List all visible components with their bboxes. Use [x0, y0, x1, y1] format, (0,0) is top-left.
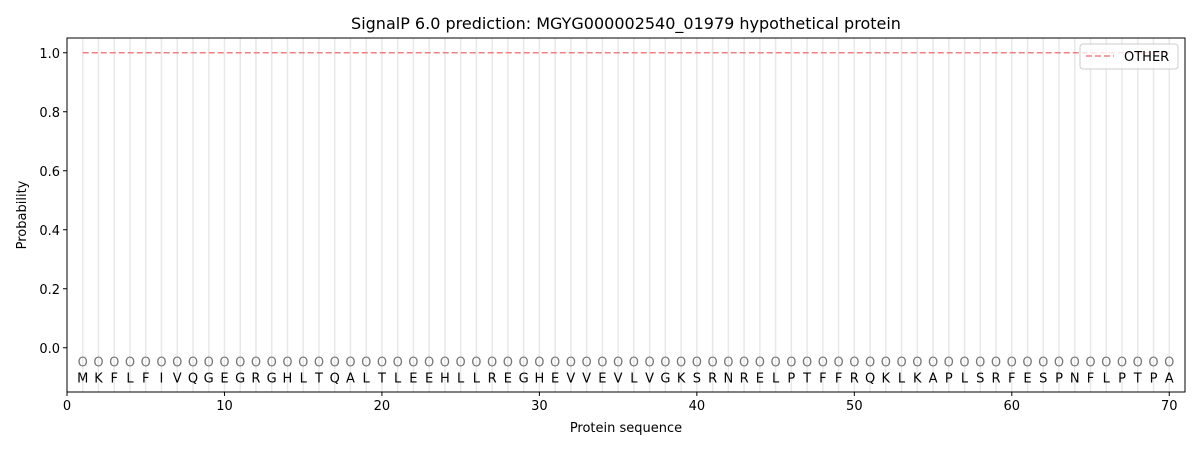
y-tick-label: 1.0: [39, 47, 60, 62]
x-tick-label: 10: [216, 399, 233, 414]
y-tick-label: 0.8: [39, 106, 60, 121]
x-tick-label: 30: [531, 399, 548, 414]
x-tick-label: 40: [689, 399, 706, 414]
residue-sequence: MKFLFIVQGEGRGHLTQALTLEEHLLREGHEVVEVLVGKS…: [77, 371, 1174, 386]
y-tick-label: 0.0: [39, 342, 60, 357]
x-tick-label: 50: [846, 399, 863, 414]
y-tick-label: 0.6: [39, 165, 60, 180]
y-axis-label: Probability: [15, 180, 30, 249]
y-tick-label: 0.4: [39, 224, 60, 239]
predicted-labels: OOOOOOOOOOOOOOOOOOOOOOOOOOOOOOOOOOOOOOOO…: [78, 356, 1175, 371]
chart-title: SignalP 6.0 prediction: MGYG000002540_01…: [351, 14, 901, 34]
x-axis-label: Protein sequence: [570, 421, 682, 436]
legend-box: [1079, 43, 1179, 70]
plot-frame: [66, 37, 1186, 393]
x-tick-label: 20: [374, 399, 391, 414]
x-tick-label: 0: [63, 399, 71, 414]
x-tick-label: 60: [1004, 399, 1021, 414]
legend-label-other: OTHER: [1124, 50, 1169, 65]
legend: OTHER: [1079, 43, 1179, 70]
x-tick-label: 70: [1161, 399, 1178, 414]
y-tick-label: 0.2: [39, 283, 60, 298]
